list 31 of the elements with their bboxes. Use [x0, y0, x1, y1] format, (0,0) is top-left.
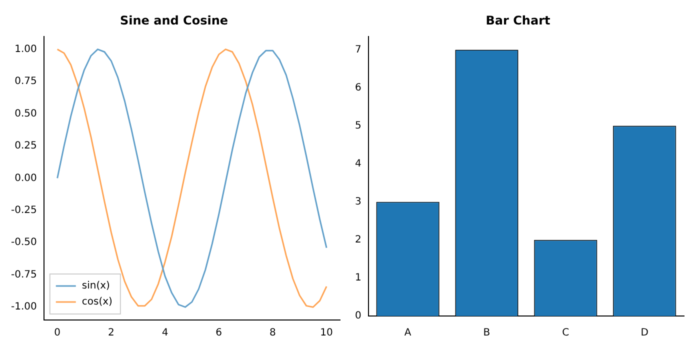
x-tick-label: C: [562, 328, 570, 339]
x-tick-label: A: [404, 328, 412, 339]
x-tick-label: 6: [216, 328, 222, 339]
chart-title: Bar Chart: [486, 13, 550, 28]
chart-title: Sine and Cosine: [120, 13, 228, 28]
legend-label: sin(x): [82, 280, 110, 292]
y-tick-label: 3: [354, 196, 362, 208]
y-tick-label: 7: [354, 44, 362, 56]
y-tick-label: 0.00: [14, 172, 37, 184]
y-tick-label: 1.00: [14, 44, 37, 55]
y-tick-label: -0.25: [11, 205, 37, 216]
y-tick-label: 0.75: [14, 76, 37, 88]
legend-label: cos(x): [82, 296, 113, 308]
y-tick-label: -1.00: [11, 302, 37, 313]
y-tick-label: 5: [354, 120, 362, 132]
y-tick-label: 1: [354, 272, 362, 284]
y-tick-label: 0.25: [14, 140, 37, 152]
x-tick-label: D: [640, 328, 649, 339]
x-tick-label: B: [483, 328, 490, 339]
y-tick-label: -0.50: [11, 237, 37, 248]
y-tick-label: 0: [354, 310, 362, 322]
y-tick-label: 4: [354, 158, 362, 170]
y-tick-label: 6: [354, 82, 362, 94]
x-tick-label: 4: [162, 328, 168, 339]
x-tick-label: 2: [108, 328, 114, 339]
x-tick-label: 8: [270, 328, 276, 339]
y-tick-label: -0.75: [11, 269, 37, 280]
y-tick-label: 0.50: [14, 108, 37, 120]
x-tick-label: 0: [54, 328, 61, 339]
x-tick-label: 10: [320, 328, 333, 339]
y-tick-label: 2: [354, 234, 362, 246]
